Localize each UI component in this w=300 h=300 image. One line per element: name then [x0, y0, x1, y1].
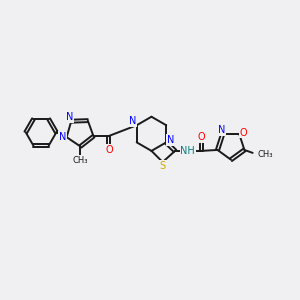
- Text: N: N: [129, 116, 137, 126]
- Text: N: N: [167, 135, 174, 145]
- Text: N: N: [66, 112, 74, 122]
- Text: S: S: [160, 161, 166, 171]
- Text: N: N: [59, 132, 67, 142]
- Text: NH: NH: [180, 146, 195, 156]
- Text: O: O: [240, 128, 247, 138]
- Text: CH₃: CH₃: [73, 155, 88, 164]
- Text: O: O: [105, 145, 112, 155]
- Text: N: N: [218, 125, 225, 135]
- Text: CH₃: CH₃: [258, 150, 274, 159]
- Text: O: O: [198, 132, 205, 142]
